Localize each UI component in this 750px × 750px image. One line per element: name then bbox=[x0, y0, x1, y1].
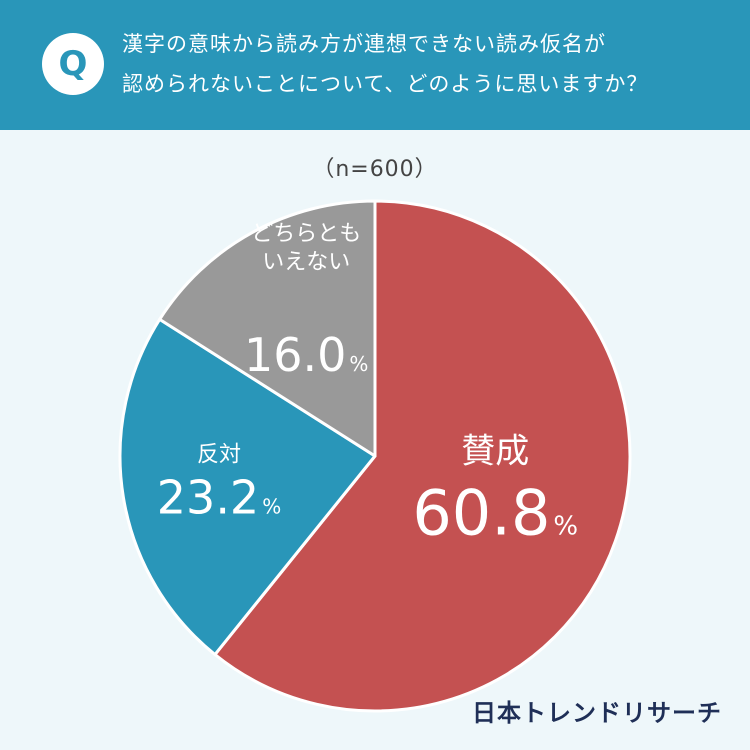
sample-size: （n=600） bbox=[312, 157, 438, 182]
brand-logo: 日本トレンドリサーチ bbox=[472, 699, 722, 727]
question-text: 漢字の意味から読み方が連想できない読み仮名が 認められないことについて、どのよう… bbox=[122, 24, 722, 104]
question-header: Q 漢字の意味から読み方が連想できない読み仮名が 認められないことについて、どの… bbox=[0, 0, 750, 130]
slice-label-2-line-1: いえない bbox=[262, 250, 350, 275]
question-line-1: 漢字の意味から読み方が連想できない読み仮名が bbox=[122, 32, 606, 56]
slice-label-1: 反対 bbox=[197, 443, 241, 468]
question-badge: Q bbox=[42, 33, 104, 95]
slice-label-0: 賛成 bbox=[461, 431, 529, 471]
pie-slice-1 bbox=[118, 317, 377, 657]
pie-slice-0 bbox=[213, 199, 632, 713]
slice-value-0: 60.8% bbox=[412, 476, 578, 549]
question-line-2: 認められないことについて、どのように思いますか？ bbox=[122, 72, 649, 96]
slice-label-2-line-0: どちらとも bbox=[251, 221, 361, 246]
slice-value-2: 16.0% bbox=[244, 328, 368, 382]
slice-value-1: 23.2% bbox=[157, 471, 281, 525]
pie-slice-2 bbox=[158, 199, 377, 458]
